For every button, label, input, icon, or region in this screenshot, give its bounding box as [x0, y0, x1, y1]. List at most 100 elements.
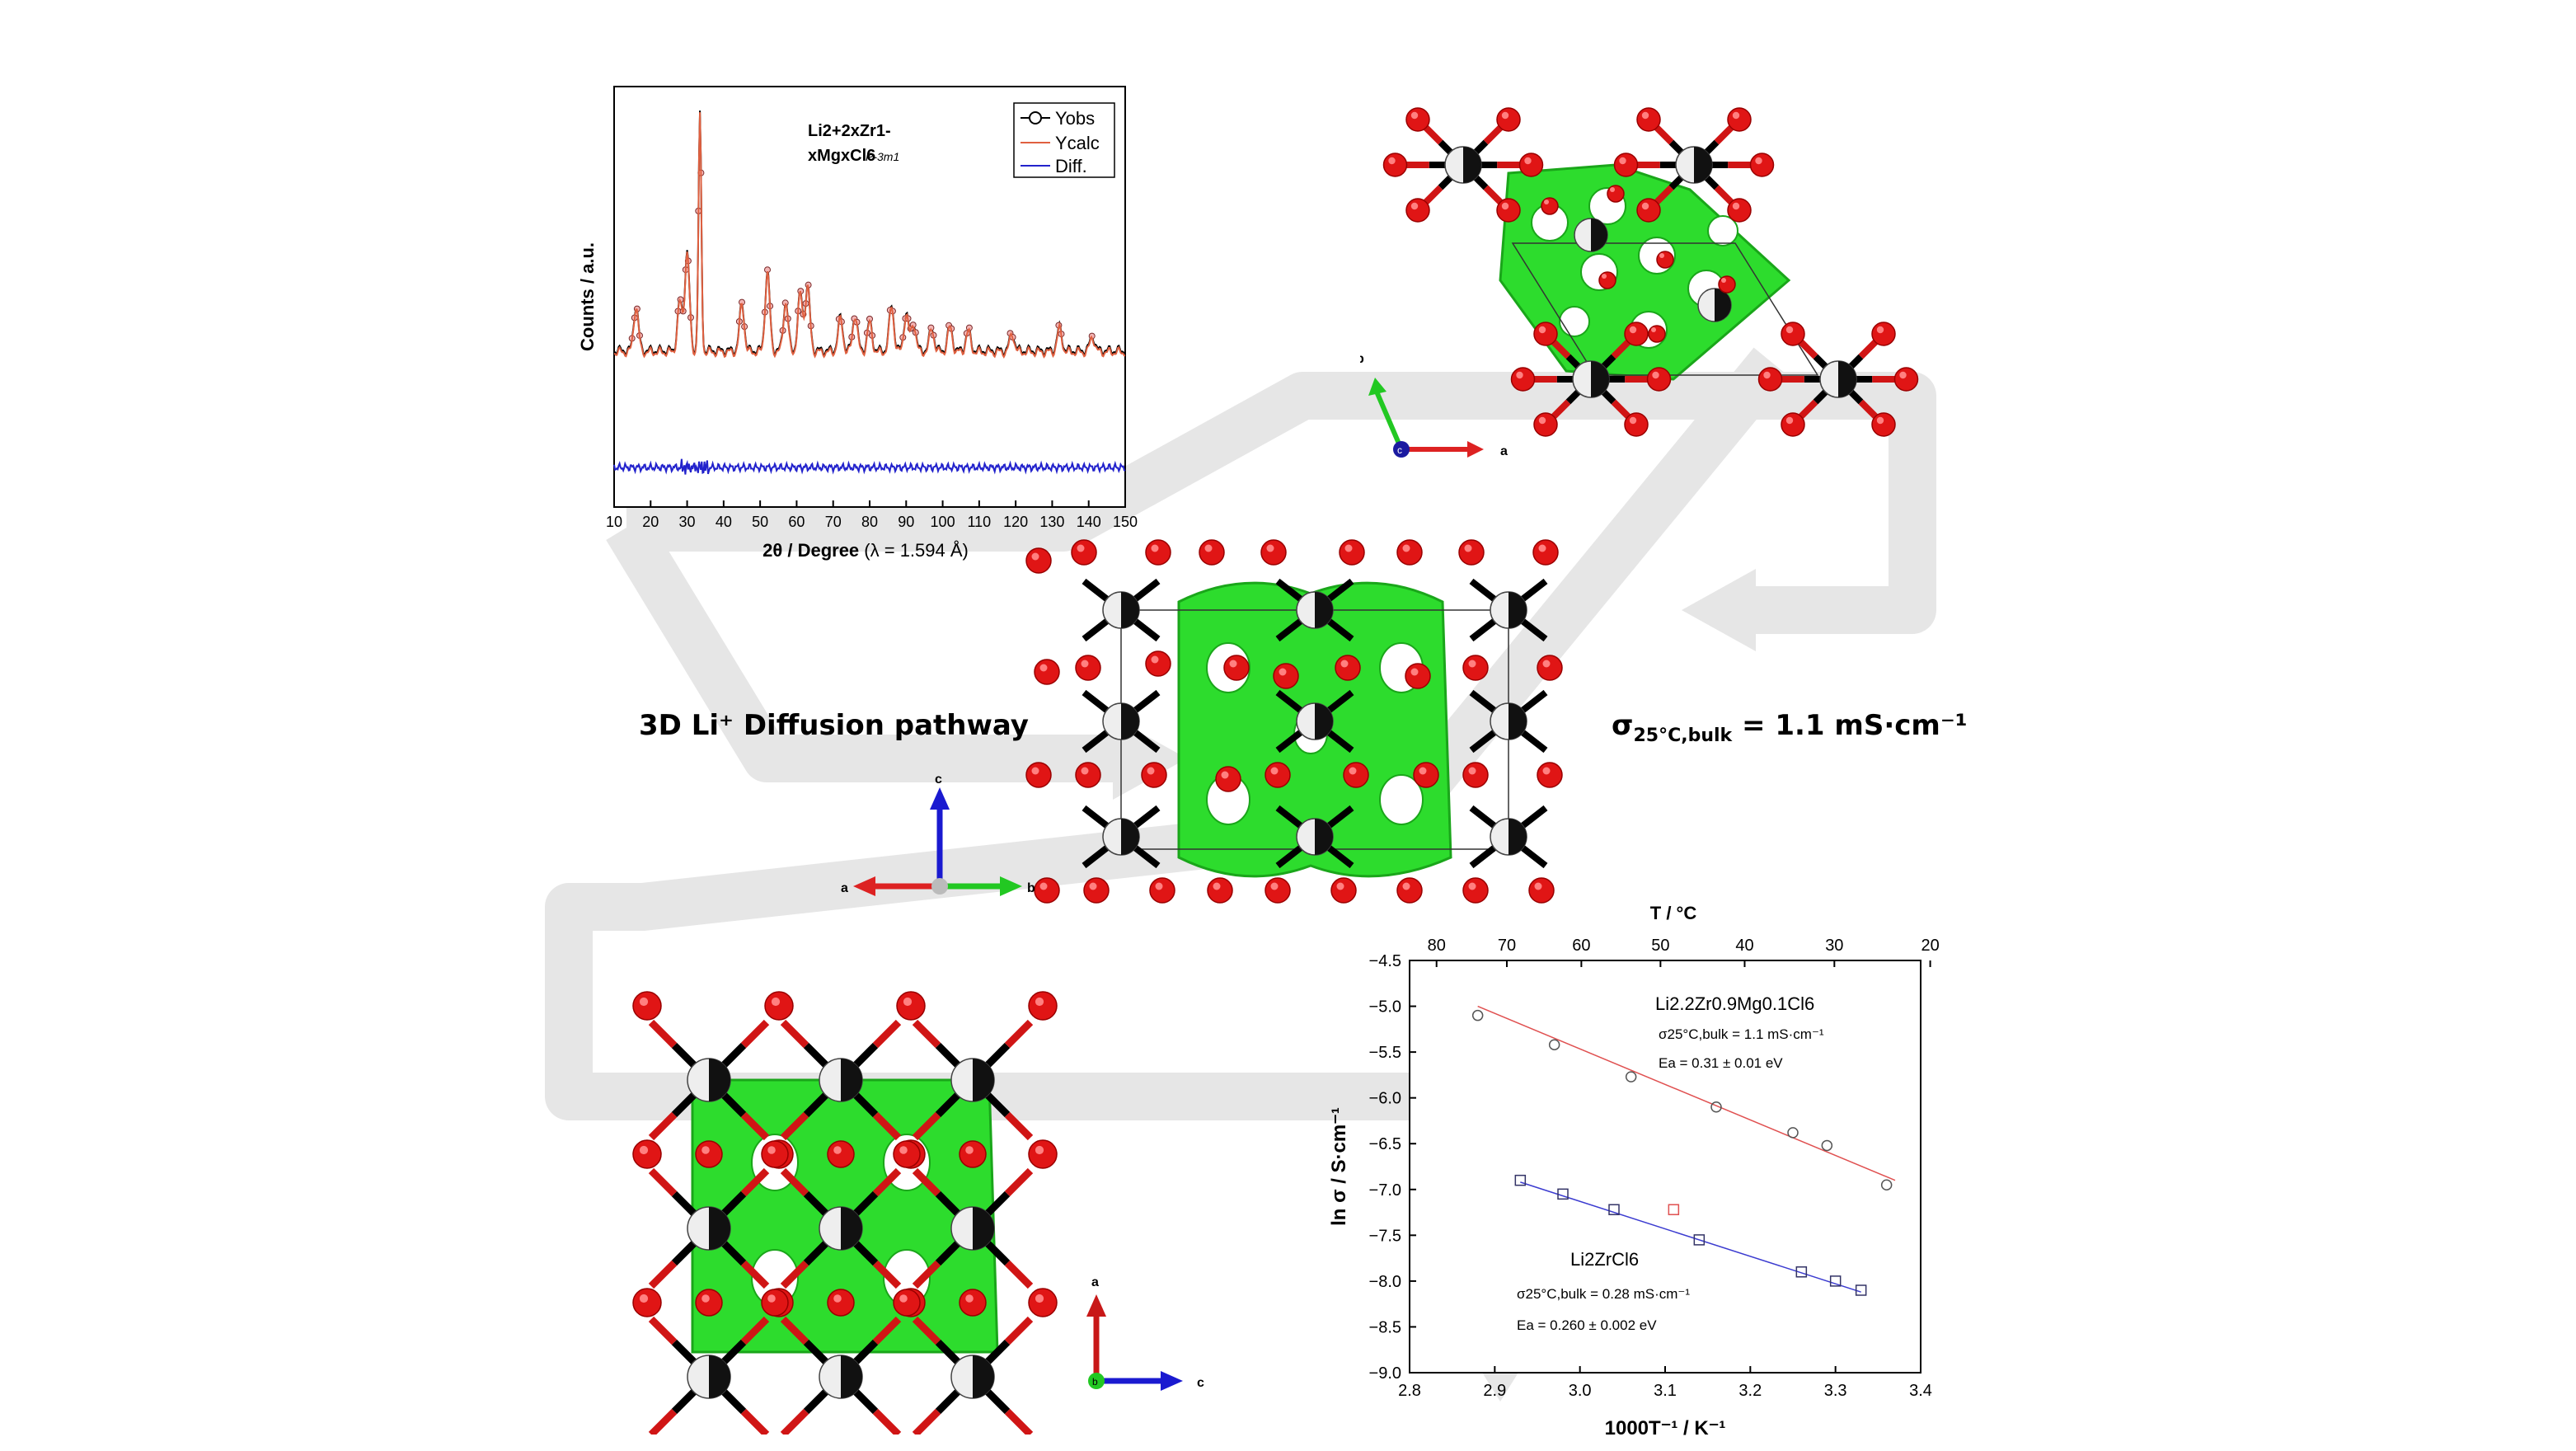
cl-atom — [896, 991, 926, 1021]
cl-atom — [1265, 762, 1291, 788]
xrd-xtick-label: 120 — [1003, 514, 1028, 530]
zr-atom-shade — [1463, 147, 1481, 183]
zr-atom-shade — [1715, 289, 1731, 322]
legend-diff: Diff. — [1055, 156, 1087, 176]
cl-atom-highlight — [1279, 668, 1287, 676]
series2-point — [1829, 1275, 1842, 1287]
outlier-point — [1668, 1204, 1680, 1215]
arrhenius-top-label: T / °C — [1650, 903, 1697, 923]
zr-cl-bond — [872, 1167, 902, 1197]
cl-atom-highlight — [1732, 111, 1740, 120]
arr-ytick-label: −4.5 — [1369, 952, 1401, 970]
top-axis-b: b — [1360, 352, 1364, 366]
cl-atom — [959, 1289, 987, 1317]
zr-atom-shade — [841, 1059, 862, 1101]
cl-atom-highlight — [1534, 882, 1542, 890]
cl-atom — [761, 1289, 789, 1317]
top-axis-a: a — [1500, 444, 1508, 458]
cl-atom-highlight — [1077, 544, 1085, 552]
unit-cell-outline — [1511, 242, 1819, 376]
xrd-ycalc-line — [613, 112, 1126, 359]
zr-cl-bond — [648, 1260, 678, 1289]
outlier-point — [1668, 1204, 1680, 1215]
series2-point — [1557, 1188, 1569, 1200]
svg-text:2θ / Degree (λ = 1.594 Å: 2θ / Degree (λ = 1.594 Å) — [762, 540, 969, 561]
zr-atom-shade — [841, 1207, 862, 1250]
cl-atom-highlight — [1155, 882, 1163, 890]
cl-atom — [1405, 198, 1430, 223]
cl-atom — [1145, 650, 1171, 677]
series1-name: Li2.2Zr0.9Mg0.1Cl6 — [1655, 993, 1814, 1014]
arr-toptick-label: 60 — [1572, 937, 1590, 955]
arr-ytick-label: −6.0 — [1369, 1090, 1401, 1108]
cl-atom-highlight — [1542, 767, 1551, 775]
zr-atom-shade — [1121, 819, 1139, 855]
cl-atom-highlight — [1732, 202, 1740, 210]
cl-atom-highlight — [1039, 882, 1048, 890]
arr-ytick-label: −5.0 — [1369, 998, 1401, 1017]
cl-atom-highlight — [899, 1146, 908, 1154]
zr-cl-bond — [872, 1408, 902, 1438]
cl-atom-highlight — [1344, 544, 1353, 552]
cl-atom-highlight — [767, 1146, 776, 1154]
cl-atom — [632, 1139, 662, 1169]
arr-toptick-label: 20 — [1921, 937, 1939, 955]
zr-atom-shade — [1509, 703, 1527, 740]
mid-axis-c: c — [935, 775, 942, 787]
series1-point — [1880, 1179, 1893, 1190]
cl-atom — [1749, 153, 1775, 177]
zr-cl-bond — [1004, 1316, 1034, 1345]
series2-name: Li2ZrCl6 — [1570, 1249, 1639, 1270]
zr-atom-shade — [1509, 592, 1527, 628]
bot-axis-a: a — [1091, 1275, 1099, 1289]
cl-atom-highlight — [1204, 544, 1213, 552]
cl-atom — [1141, 762, 1167, 788]
arr-ytick-label: −8.0 — [1369, 1273, 1401, 1291]
cl-atom — [1075, 655, 1101, 681]
mid-axis-triad: c a b — [841, 772, 1039, 907]
series2-point — [1795, 1266, 1808, 1278]
cl-atom — [1636, 198, 1661, 223]
cl-atom — [1343, 762, 1369, 788]
xrd-xtick-label: 50 — [752, 514, 768, 530]
cl-atom-highlight — [639, 1294, 649, 1303]
cl-atom-highlight — [1270, 882, 1279, 890]
cl-atom-highlight — [1610, 187, 1615, 192]
xrd-xtick-label: 70 — [825, 514, 842, 530]
cl-atom-highlight — [1340, 660, 1349, 668]
zr-cl-bond — [648, 1111, 678, 1141]
series1-ea: Ea = 0.31 ± 0.01 eV — [1659, 1055, 1783, 1071]
arrhenius-frame — [1409, 960, 1921, 1374]
xrd-xtick-label: 150 — [1113, 514, 1138, 530]
series2-point — [1693, 1234, 1706, 1246]
zr-cl-bond — [740, 1167, 770, 1197]
series1-point — [1821, 1139, 1833, 1152]
cl-atom — [827, 1289, 855, 1317]
arr-xtick-label: 3.1 — [1654, 1382, 1677, 1400]
cl-atom-highlight — [1031, 552, 1039, 561]
zr-cl-bond — [872, 1019, 902, 1049]
cl-atom-highlight — [1039, 664, 1048, 672]
xrd-pattern-chart: 10 20 30 40 50 60 70 80 90 100 110 120 130 140 150 Cou… — [569, 78, 1146, 573]
cl-atom-highlight — [1388, 157, 1396, 165]
cl-atom-highlight — [1081, 767, 1089, 775]
cl-atom — [1405, 663, 1431, 689]
cl-atom — [1607, 185, 1625, 203]
cl-atom — [1871, 322, 1896, 346]
zr-atom-shade — [973, 1059, 994, 1101]
cl-atom — [1757, 367, 1783, 392]
cl-atom — [1893, 367, 1919, 392]
cl-atom-highlight — [1755, 157, 1762, 165]
cl-atom — [1871, 412, 1896, 437]
cl-atom-highlight — [1031, 767, 1039, 775]
zr-cl-bond — [912, 1167, 941, 1197]
cl-atom-highlight — [903, 997, 913, 1007]
cl-atom-highlight — [1641, 202, 1649, 210]
cl-atom — [1223, 655, 1250, 681]
zr-atom-shade — [709, 1207, 730, 1250]
cl-atom — [1028, 1288, 1058, 1317]
xrd-xtick-label: 110 — [968, 514, 992, 530]
bot-axis-b: b — [1092, 1376, 1098, 1388]
zr-cl-bond — [780, 1260, 809, 1289]
cl-atom-highlight — [767, 1294, 776, 1303]
